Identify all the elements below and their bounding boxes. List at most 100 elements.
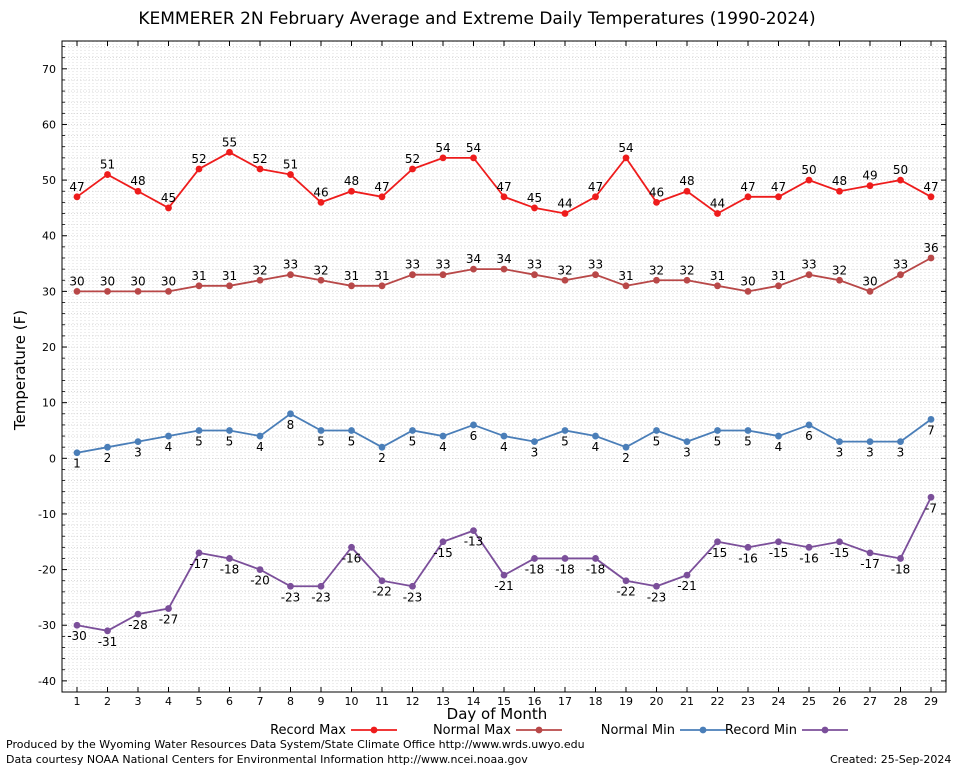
data-label: 30 <box>862 274 877 288</box>
x-tick-label: 22 <box>711 695 725 708</box>
data-point <box>256 432 264 440</box>
data-point <box>165 605 172 612</box>
data-label: 33 <box>588 258 603 272</box>
data-point <box>500 571 508 579</box>
data-label: 51 <box>283 158 298 172</box>
x-tick-label: 20 <box>650 695 664 708</box>
data-label: 30 <box>100 274 115 288</box>
data-label: -15 <box>433 546 453 560</box>
x-tick-label: 28 <box>894 695 908 708</box>
data-label: 55 <box>222 135 237 149</box>
y-tick-label: 60 <box>42 118 56 131</box>
plot-area <box>62 41 946 692</box>
x-tick-label: 10 <box>345 695 359 708</box>
legend-label: Record Min <box>725 723 797 738</box>
data-label: 44 <box>557 196 572 210</box>
data-point <box>653 198 660 206</box>
legend-label: Normal Min <box>601 723 675 738</box>
data-label: 5 <box>195 434 203 448</box>
data-point <box>165 204 172 212</box>
data-point <box>531 271 538 279</box>
x-tick-label: 9 <box>318 695 325 708</box>
data-point <box>317 276 325 284</box>
x-tick-label: 21 <box>680 695 694 708</box>
data-point <box>256 566 264 573</box>
data-point <box>775 282 782 290</box>
data-label: 5 <box>348 434 356 448</box>
data-point <box>927 415 935 423</box>
data-label: 45 <box>161 191 176 205</box>
data-point <box>104 443 111 451</box>
x-tick-label: 5 <box>196 695 203 708</box>
data-point <box>165 432 172 440</box>
data-label: -15 <box>769 546 789 560</box>
x-tick-label: 1 <box>74 695 81 708</box>
data-point <box>531 204 538 212</box>
data-point <box>378 282 386 290</box>
data-point <box>73 287 81 295</box>
x-tick-label: 8 <box>287 695 294 708</box>
data-point <box>470 421 477 429</box>
data-label: 31 <box>771 269 786 283</box>
data-point <box>134 187 142 195</box>
data-label: 50 <box>801 163 816 177</box>
data-label: 48 <box>130 174 145 188</box>
data-label: 2 <box>104 451 112 465</box>
data-point <box>409 582 416 590</box>
data-point <box>866 287 874 295</box>
data-point <box>409 271 416 279</box>
data-point <box>866 438 874 446</box>
x-tick-label: 4 <box>165 695 172 708</box>
data-label: 4 <box>165 440 173 454</box>
data-point <box>73 193 81 201</box>
data-label: 47 <box>771 180 786 194</box>
data-point <box>439 154 447 162</box>
data-point <box>683 438 691 446</box>
data-label: 49 <box>862 169 877 183</box>
data-point <box>470 265 477 273</box>
data-point <box>714 282 721 290</box>
data-label: -28 <box>128 618 148 632</box>
data-point <box>805 543 813 551</box>
data-label: 2 <box>378 451 386 465</box>
data-point <box>378 577 386 585</box>
x-tick-label: 6 <box>226 695 233 708</box>
legend-label: Record Max <box>270 723 346 738</box>
data-point <box>561 427 569 434</box>
data-point <box>104 287 111 295</box>
x-tick-label: 13 <box>436 695 450 708</box>
data-label: -22 <box>372 585 392 599</box>
y-tick-label: 0 <box>49 452 56 465</box>
data-point <box>256 165 264 173</box>
x-tick-label: 3 <box>135 695 142 708</box>
data-label: 5 <box>653 434 661 448</box>
data-point <box>348 282 355 290</box>
data-label: 31 <box>222 269 237 283</box>
legend-marker <box>535 726 543 734</box>
data-point <box>592 432 599 440</box>
data-label: 31 <box>618 269 633 283</box>
data-point <box>287 171 294 178</box>
data-point <box>866 549 874 557</box>
data-label: 52 <box>252 152 267 166</box>
data-point <box>592 555 599 562</box>
data-label: 4 <box>775 440 783 454</box>
y-tick-label: 70 <box>42 63 56 76</box>
data-point <box>348 427 355 434</box>
data-point <box>653 276 660 284</box>
data-point <box>805 421 813 429</box>
data-label: 31 <box>344 269 359 283</box>
data-label: 3 <box>531 446 539 460</box>
data-label: 8 <box>287 418 295 432</box>
data-label: 5 <box>561 434 569 448</box>
data-point <box>805 271 813 279</box>
data-point <box>195 282 203 290</box>
data-label: 45 <box>527 191 542 205</box>
x-tick-label: 29 <box>924 695 938 708</box>
data-label: 34 <box>496 252 511 266</box>
data-point <box>287 582 294 590</box>
data-label: 30 <box>130 274 145 288</box>
data-point <box>897 176 904 184</box>
data-label: 33 <box>801 258 816 272</box>
